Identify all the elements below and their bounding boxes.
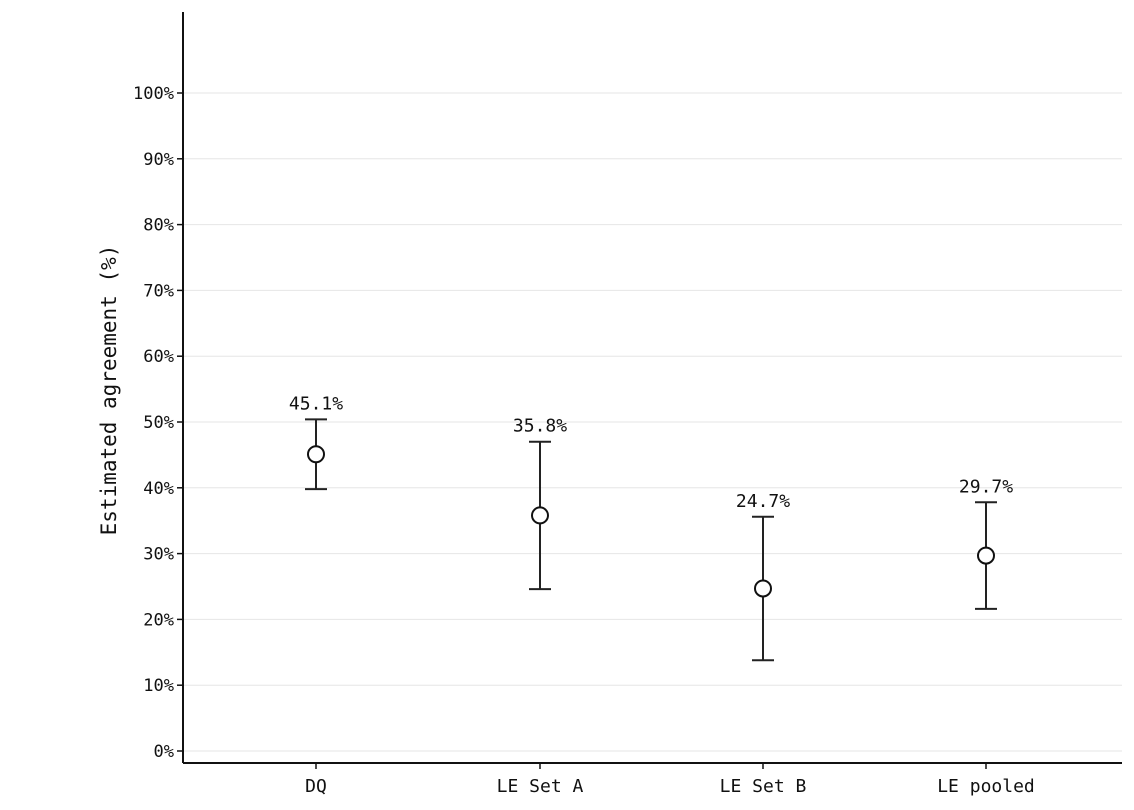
gridlines: [183, 92, 1122, 752]
y-tick-label-40: 40%: [143, 479, 174, 499]
data-label-1: 35.8%: [513, 416, 567, 437]
y-tick-label-30: 30%: [143, 545, 174, 565]
y-tick-label-50: 50%: [143, 413, 174, 433]
y-tick-label-20: 20%: [143, 610, 174, 630]
x-tick-label-0: DQ: [305, 776, 327, 797]
point-group-3: 29.7%: [959, 476, 1013, 610]
data-label-0: 45.1%: [289, 393, 343, 414]
x-axis-ticks: DQ LE Set A LE Set B LE pooled: [305, 763, 1035, 797]
y-tick-label-90: 90%: [143, 150, 174, 170]
y-tick-label-10: 10%: [143, 676, 174, 696]
x-tick-label-2: LE Set B: [720, 776, 807, 797]
y-tick-label-100: 100%: [133, 84, 174, 104]
data-point-2: [754, 579, 772, 598]
x-tick-label-3: LE pooled: [937, 776, 1035, 797]
point-group-1: 35.8%: [513, 416, 567, 591]
point-group-2: 24.7%: [736, 491, 790, 662]
y-tick-label-80: 80%: [143, 216, 174, 236]
y-tick-label-70: 70%: [143, 281, 174, 301]
point-group-0: 45.1%: [289, 393, 343, 491]
data-marks: 45.1% 35.8% 24.7% 29.7%: [289, 393, 1013, 662]
x-tick-label-1: LE Set A: [497, 776, 584, 797]
y-tick-label-60: 60%: [143, 347, 174, 367]
y-axis-title: Estimated agreement (%): [97, 245, 121, 536]
y-axis-ticks: 0% 10% 20% 30% 40% 50% 60% 70% 80% 90% 100%: [133, 84, 183, 762]
data-point-0: [307, 445, 325, 464]
data-point-1: [531, 506, 549, 525]
y-tick-label-0: 0%: [154, 742, 174, 762]
data-label-3: 29.7%: [959, 476, 1013, 497]
data-point-3: [977, 546, 995, 565]
data-label-2: 24.7%: [736, 491, 790, 512]
